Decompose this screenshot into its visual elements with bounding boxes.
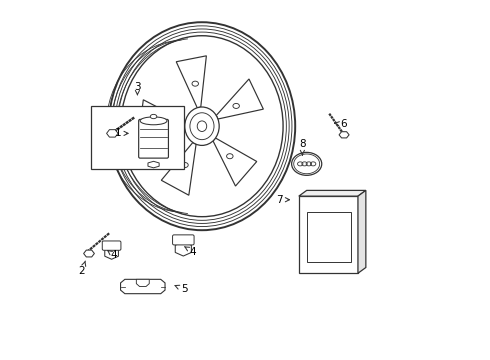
Polygon shape	[339, 132, 349, 138]
Bar	[91, 107, 184, 169]
Polygon shape	[213, 138, 257, 186]
Text: 5: 5	[175, 284, 187, 294]
Text: 1: 1	[114, 129, 128, 138]
Ellipse shape	[150, 114, 157, 119]
Polygon shape	[107, 130, 118, 137]
FancyBboxPatch shape	[139, 120, 169, 158]
Text: 2: 2	[78, 261, 86, 276]
FancyBboxPatch shape	[172, 235, 194, 245]
Polygon shape	[84, 250, 95, 257]
Text: 4: 4	[108, 250, 118, 260]
Bar	[307, 212, 351, 262]
Polygon shape	[216, 79, 263, 119]
Ellipse shape	[197, 121, 207, 131]
Polygon shape	[105, 247, 119, 259]
Ellipse shape	[140, 117, 167, 125]
Ellipse shape	[121, 36, 283, 217]
Polygon shape	[161, 143, 196, 195]
Ellipse shape	[109, 22, 295, 230]
Polygon shape	[136, 279, 149, 287]
Text: 7: 7	[276, 195, 290, 205]
Polygon shape	[176, 56, 206, 108]
Polygon shape	[121, 279, 165, 294]
Bar	[299, 196, 358, 273]
Polygon shape	[175, 242, 192, 256]
Text: 6: 6	[335, 120, 347, 129]
Polygon shape	[299, 190, 366, 196]
Text: 4: 4	[184, 247, 196, 257]
Text: 8: 8	[299, 139, 306, 155]
Polygon shape	[139, 100, 185, 134]
Polygon shape	[358, 190, 366, 273]
FancyBboxPatch shape	[102, 241, 121, 250]
Text: 3: 3	[134, 82, 141, 95]
Ellipse shape	[190, 113, 214, 140]
Ellipse shape	[185, 107, 219, 145]
Ellipse shape	[292, 152, 322, 175]
Polygon shape	[148, 161, 159, 168]
